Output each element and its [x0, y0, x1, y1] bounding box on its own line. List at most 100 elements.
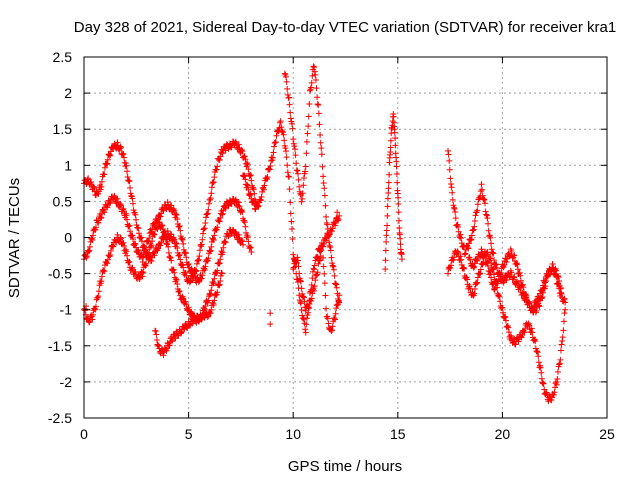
data-point: [145, 252, 152, 259]
data-point: [302, 326, 309, 333]
data-point: [286, 101, 293, 108]
data-point: [242, 176, 249, 183]
data-point: [298, 307, 305, 314]
data-point: [554, 375, 561, 382]
x-tick-label: 20: [495, 426, 511, 442]
data-point: [536, 303, 543, 310]
data-point: [83, 253, 90, 260]
data-point: [326, 239, 333, 246]
data-point: [319, 243, 326, 250]
data-point: [303, 138, 310, 145]
data-point: [328, 254, 335, 261]
data-point: [97, 215, 104, 222]
data-point: [118, 235, 125, 242]
data-point: [216, 282, 223, 289]
data-point: [336, 212, 343, 219]
data-point: [210, 280, 217, 287]
data-point: [199, 230, 206, 237]
y-tick-label: 1: [64, 157, 72, 173]
data-point: [558, 341, 565, 348]
data-point: [334, 301, 341, 308]
data-point: [332, 222, 339, 229]
data-point: [299, 312, 306, 319]
data-point: [535, 359, 542, 366]
data-point: [384, 212, 391, 219]
data-point: [296, 270, 303, 277]
data-point: [85, 175, 92, 182]
data-point: [103, 161, 110, 168]
data-point: [210, 235, 217, 242]
data-point: [312, 76, 319, 83]
data-point: [332, 316, 339, 323]
data-point: [135, 246, 142, 253]
data-point: [300, 174, 307, 181]
data-point: [114, 139, 121, 146]
data-point: [92, 303, 99, 310]
data-point: [456, 234, 463, 241]
data-point: [311, 266, 318, 273]
data-point: [321, 192, 328, 199]
data-point: [107, 247, 114, 254]
data-point: [316, 257, 323, 264]
data-point: [499, 263, 506, 270]
data-point: [211, 232, 218, 239]
data-point: [205, 255, 212, 262]
data-point: [447, 265, 454, 272]
data-point: [104, 204, 111, 211]
data-point: [387, 137, 394, 144]
y-tick-label: 2: [64, 85, 72, 101]
data-point: [465, 245, 472, 252]
data-point: [297, 300, 304, 307]
data-point: [176, 222, 183, 229]
data-point: [171, 236, 178, 243]
data-point: [207, 248, 214, 255]
data-point: [544, 272, 551, 279]
data-point: [560, 318, 567, 325]
data-point: [477, 188, 484, 195]
data-point: [196, 253, 203, 260]
data-point: [383, 227, 390, 234]
data-point: [185, 261, 192, 268]
data-point: [273, 132, 280, 139]
data-point: [303, 321, 310, 328]
data-point: [445, 147, 452, 154]
data-point: [474, 279, 481, 286]
data-point: [214, 163, 221, 170]
data-point: [559, 334, 566, 341]
data-point: [161, 228, 168, 235]
data-point: [129, 195, 136, 202]
data-point: [162, 231, 169, 238]
x-axis-title: GPS time / hours: [288, 458, 402, 475]
data-point: [447, 175, 454, 182]
data-point: [541, 386, 548, 393]
data-point: [132, 241, 139, 248]
data-point: [486, 271, 493, 278]
data-point: [311, 283, 318, 290]
data-point: [556, 361, 563, 368]
data-point: [123, 248, 130, 255]
data-point: [516, 269, 523, 276]
data-point: [336, 292, 343, 299]
data-point: [445, 270, 452, 277]
data-point: [239, 241, 246, 248]
x-tick-label: 15: [390, 426, 406, 442]
data-point: [382, 266, 389, 273]
data-point: [510, 274, 517, 281]
data-point: [125, 259, 132, 266]
data-point: [193, 260, 200, 267]
data-point: [523, 292, 530, 299]
data-point: [561, 310, 568, 317]
data-point: [174, 244, 181, 251]
data-point: [264, 174, 271, 181]
data-point: [488, 274, 495, 281]
data-point: [484, 259, 491, 266]
data-point: [539, 286, 546, 293]
data-point: [301, 298, 308, 305]
data-point: [124, 216, 131, 223]
data-point: [395, 209, 402, 216]
data-point: [219, 211, 226, 218]
data-point: [293, 260, 300, 267]
data-point: [180, 295, 187, 302]
data-point: [322, 292, 329, 299]
data-point: [474, 274, 481, 281]
